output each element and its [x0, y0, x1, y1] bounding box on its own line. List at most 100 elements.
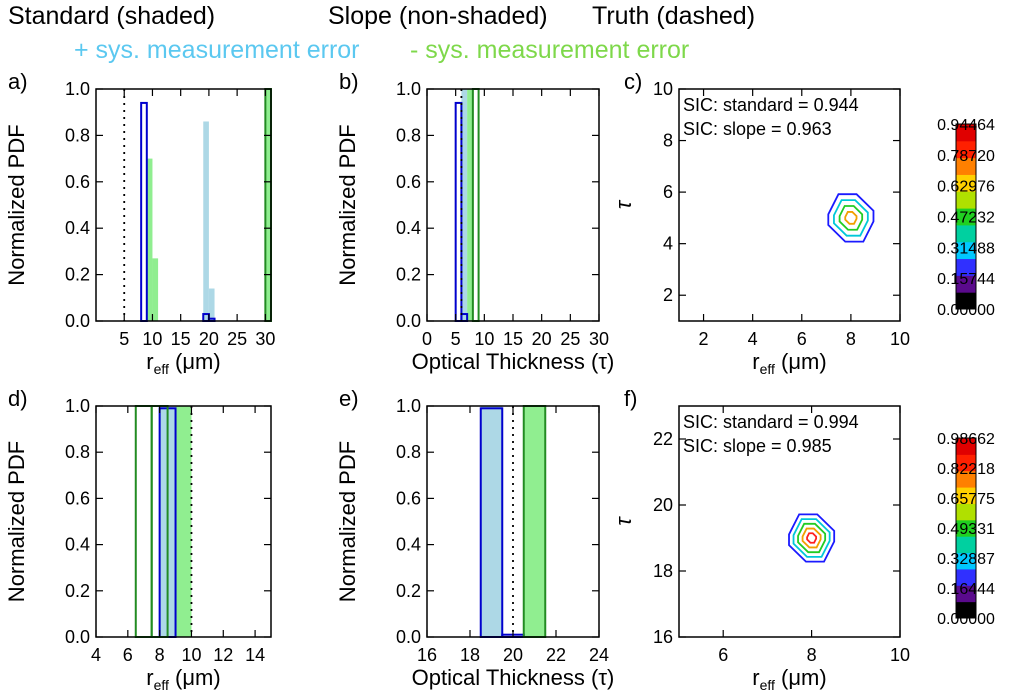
shaded-bar [208, 288, 215, 321]
colorbar-segment [956, 191, 976, 209]
x-tick-label: 4 [91, 645, 101, 665]
shaded-bar [203, 121, 209, 321]
colorbar-segment [956, 241, 976, 260]
y-tick-label: 0.0 [396, 311, 421, 331]
panel-label: c) [624, 69, 642, 94]
y-tick-label: 4 [663, 234, 673, 254]
y-tick-label: 1.0 [65, 396, 90, 416]
x-label-sub: eff [760, 677, 775, 693]
x-tick-label: 16 [417, 645, 437, 665]
x-tick-label: 20 [532, 329, 552, 349]
colorbar-tick-label: 0.31488 [937, 240, 995, 257]
colorbar-tick-label: 0.47232 [937, 210, 995, 227]
plot-frame [678, 405, 901, 638]
shaded-bar [523, 406, 546, 637]
colorbar-segment [956, 275, 976, 293]
y-tick-label: 0.8 [396, 125, 421, 145]
contour-ring [838, 205, 864, 231]
x-tick-label: 8 [846, 329, 856, 349]
contour-ring [801, 527, 822, 549]
x-tick-label: 15 [503, 329, 523, 349]
colorbar-tick-label: 0.32887 [937, 551, 995, 568]
y-axis-label: Normalized PDF [335, 441, 360, 602]
y-tick-label: 16 [653, 627, 673, 647]
colorbar-tick-label: 0.00000 [937, 302, 995, 319]
panel-b: 0 5 10 15 20 25 30 0.0 0.2 0.4 0.6 0.8 1.0 b) Normaliz… [335, 69, 614, 374]
x-tick-label: 5 [119, 329, 129, 349]
y-tick-label: 18 [653, 561, 673, 581]
colorbar-segment [956, 174, 976, 192]
y-tick-label: 0.2 [65, 581, 90, 601]
x-tick-label: 6 [797, 329, 807, 349]
colorbar-tick-label: 0.00000 [937, 611, 995, 628]
x-tick-label: 20 [503, 645, 523, 665]
outline-bar [454, 101, 463, 322]
y-axis-label: Normalized PDF [4, 124, 29, 285]
panel-c: 2 4 6 8 10 2 4 6 8 10 c) τ reff (μm) SIC: standard = … [611, 69, 995, 377]
x-axis-label: reff (μm) [752, 349, 826, 377]
header-standard: Standard (shaded) [8, 2, 215, 30]
sic-slope: SIC: slope = 0.963 [683, 119, 832, 139]
x-tick-label: 14 [245, 645, 265, 665]
panel-label: f) [624, 386, 637, 411]
plot-frame [678, 88, 901, 322]
x-label-sub: eff [154, 361, 169, 377]
x-label-unit: (μm) [169, 665, 221, 690]
x-tick-label: 10 [142, 329, 162, 349]
y-axis-label: Normalized PDF [335, 124, 360, 285]
y-tick-label: 0.2 [65, 265, 90, 285]
x-tick-label: 10 [181, 645, 201, 665]
y-tick-label: 0.2 [396, 581, 421, 601]
x-label-unit: (μm) [169, 349, 221, 374]
panel-a: 5 10 15 20 25 30 0.0 0.2 0.4 0.6 0.8 1.0 a) Normalize… [4, 69, 275, 377]
x-tick-label: 10 [890, 329, 910, 349]
panel-label: d) [8, 386, 28, 411]
shaded-bar [480, 406, 503, 637]
colorbar-tick-label: 0.82218 [937, 461, 995, 478]
x-label-main: r [752, 665, 759, 690]
header-truth: Truth (dashed) [592, 2, 755, 30]
y-tick-label: 0.4 [65, 535, 90, 555]
y-tick-label: 20 [653, 495, 673, 515]
colorbar-segment [956, 470, 976, 488]
colorbar-segment [956, 140, 976, 159]
colorbar-frame [955, 437, 977, 619]
x-tick-label: 12 [213, 645, 233, 665]
colorbar-segment [956, 601, 976, 619]
x-tick-label: 4 [748, 329, 758, 349]
header-plus-error: + sys. measurement error [74, 36, 360, 64]
colorbar-segment [956, 585, 976, 603]
plot-frame [95, 88, 272, 322]
y-tick-label: 1.0 [65, 79, 90, 99]
x-tick-label: 22 [546, 645, 566, 665]
colorbar-tick-label: 0.62976 [937, 179, 995, 196]
contour-ring [833, 199, 869, 237]
y-tick-label: 6 [663, 182, 673, 202]
x-axis-label: reff (μm) [146, 349, 220, 377]
x-label-main: r [146, 349, 153, 374]
outline-bar [134, 405, 153, 638]
y-tick-label: 0.4 [396, 535, 421, 555]
y-axis-label: Normalized PDF [4, 441, 29, 602]
shaded-bar [467, 89, 473, 321]
x-label-sub: eff [154, 677, 169, 693]
shaded-bar [152, 258, 159, 321]
y-tick-label: 0.2 [396, 265, 421, 285]
colorbar-segment [956, 292, 976, 310]
colorbar-segment [956, 438, 976, 455]
y-axis-label: τ [611, 516, 636, 526]
colorbar-segment [956, 503, 976, 521]
shaded-bar [175, 406, 192, 637]
panel-label: e) [339, 386, 359, 411]
y-tick-label: 0.6 [396, 488, 421, 508]
y-tick-label: 0.6 [396, 172, 421, 192]
colorbar-segment [956, 552, 976, 570]
x-label-unit: (μm) [775, 665, 827, 690]
colorbar-tick-label: 0.98662 [937, 431, 995, 448]
colorbar-tick-label: 0.16444 [937, 581, 995, 598]
colorbar-segment [956, 258, 976, 276]
x-axis-label: reff (μm) [146, 665, 220, 693]
colorbar-tick-label: 0.65775 [937, 491, 995, 508]
x-tick-label: 24 [589, 645, 609, 665]
